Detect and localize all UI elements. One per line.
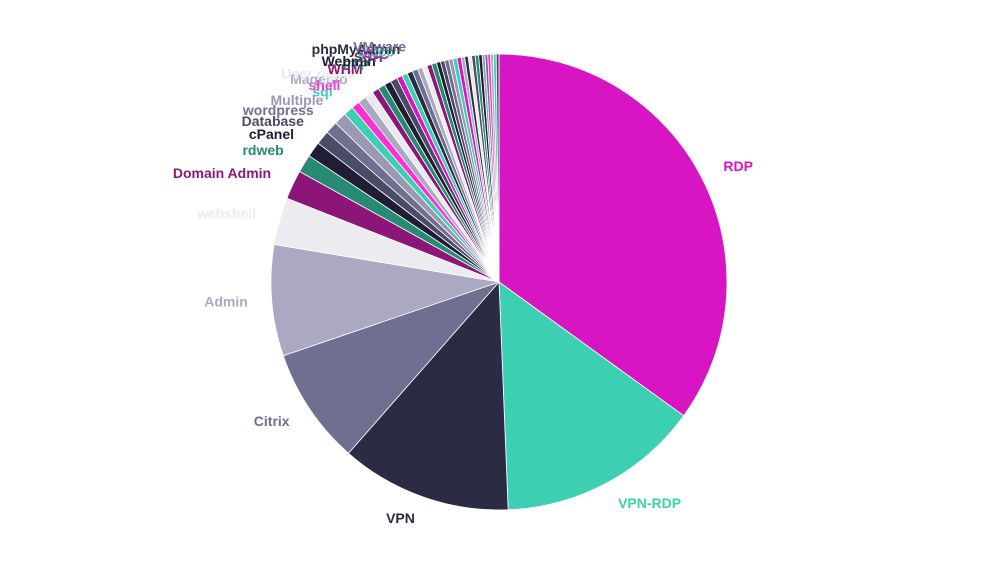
slice-label-ftp: FTP (343, 57, 369, 73)
slice-label-rdweb: rdweb (242, 142, 283, 158)
slice-label-webshell: webshell (196, 205, 256, 221)
slice-label-vnc: VNC (359, 46, 389, 62)
slice-label-cisco: Cisco (356, 43, 394, 59)
slice-label-wordpress: wordpress (242, 102, 314, 118)
slice-label-rdp: RDP (723, 158, 753, 174)
slice-label-whm: WHM (328, 61, 363, 77)
slice-label-domain-admin: Domain Admin (173, 165, 271, 181)
slice-label-database: Database (242, 113, 304, 129)
pie-slice-vpn-rdp-1[interactable] (498, 281, 685, 511)
slice-label-sql: sql (312, 83, 332, 99)
slice-label-admin: Admin (204, 293, 248, 309)
labels-layer: RDP VPN-RDP VPN Citrix Admin webshell Domain A… (173, 39, 753, 527)
pie-slice-rdp-0[interactable] (498, 53, 728, 417)
slice-label-shell: shell (308, 77, 340, 93)
pie-slice-citrix-3[interactable] (282, 281, 501, 454)
slice-label-user-rights: User rights (281, 66, 355, 82)
pie-slice-admin-4[interactable] (270, 243, 500, 357)
slice-label-multiple: Multiple (271, 92, 324, 108)
slice-label-ssh: SSH (354, 49, 383, 65)
slice-label-citrix: Citrix (254, 413, 290, 429)
pie-slice-unlabeled-45[interactable] (495, 53, 500, 283)
slice-label-vpn: VPN (386, 510, 415, 526)
slice-label-webmin: Webmin (322, 53, 376, 69)
slices-layer (270, 53, 728, 511)
slice-label-cpanel: cPanel (249, 126, 294, 142)
pie-slice-vpn-2[interactable] (347, 280, 509, 511)
slice-label-vmware: VMware (353, 39, 406, 55)
slice-label-vpn-rdp: VPN-RDP (618, 495, 681, 511)
slice-label-phpmyadmin: phpMyAdmin (312, 41, 401, 57)
slice-label-magento: Magento (290, 71, 348, 87)
